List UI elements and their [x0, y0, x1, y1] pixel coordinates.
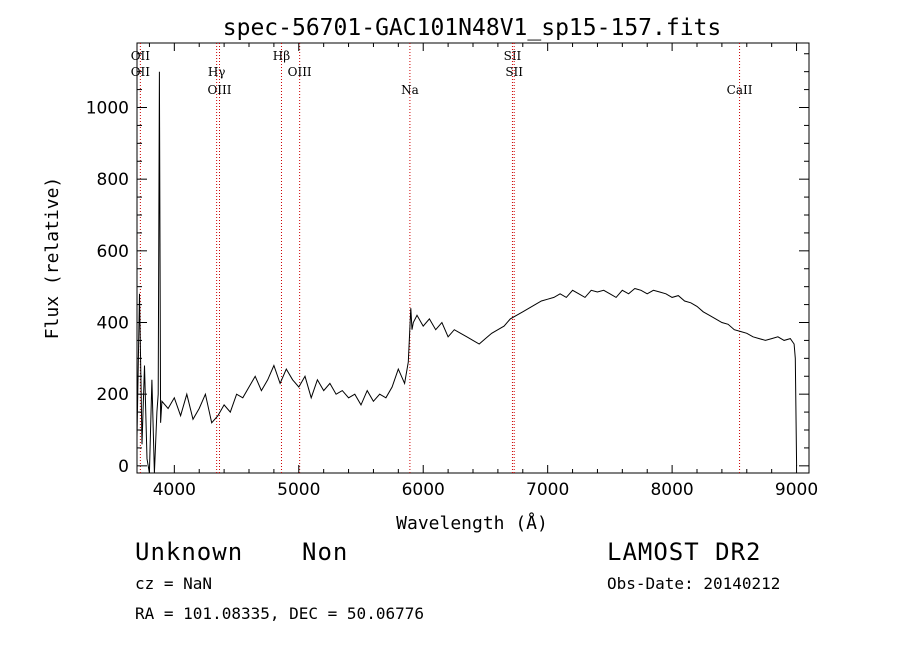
- coordinates: RA = 101.08335, DEC = 50.06776: [135, 604, 424, 623]
- object-class: Unknown: [135, 538, 244, 566]
- plot-frame: [136, 42, 810, 474]
- y-tick-label: 1000: [86, 99, 129, 119]
- spectrum-line: [136, 71, 798, 474]
- x-tick-label: 9000: [775, 480, 818, 500]
- line-label: Na: [401, 83, 419, 97]
- chart-title: spec-56701-GAC101N48V1_sp15-157.fits: [223, 15, 722, 41]
- x-axis-label: Wavelength (Å): [396, 512, 548, 534]
- line-label: Hβ: [273, 49, 290, 63]
- x-axis-ticks: 4000 5000 6000 7000 8000 9000: [148, 43, 818, 500]
- line-label: OIII: [207, 83, 231, 97]
- x-tick-label: 8000: [650, 480, 693, 500]
- line-label: CaII: [727, 83, 753, 97]
- x-tick-label: 7000: [526, 480, 569, 500]
- redshift-cz: cz = NaN: [135, 574, 213, 593]
- x-tick-label: 6000: [402, 480, 445, 500]
- survey-name: LAMOST DR2: [607, 538, 762, 566]
- y-axis-ticks: 0 200 400 600 800 1000: [86, 53, 809, 477]
- y-tick-label: 200: [97, 385, 129, 405]
- observation-date: Obs-Date: 20140212: [607, 574, 781, 593]
- y-axis-label: Flux (relative): [42, 177, 63, 340]
- line-label: OII: [131, 49, 151, 63]
- y-tick-label: 800: [97, 170, 129, 190]
- x-tick-label: 5000: [277, 480, 320, 500]
- object-subclass: Non: [302, 538, 349, 566]
- x-tick-label: 4000: [153, 480, 196, 500]
- line-label: Hγ: [208, 65, 226, 79]
- line-label: OIII: [288, 65, 312, 79]
- y-tick-label: 400: [97, 314, 129, 334]
- line-label: SII: [505, 65, 523, 79]
- line-label: SII: [504, 49, 522, 63]
- y-tick-label: 0: [118, 457, 129, 477]
- y-tick-label: 600: [97, 242, 129, 262]
